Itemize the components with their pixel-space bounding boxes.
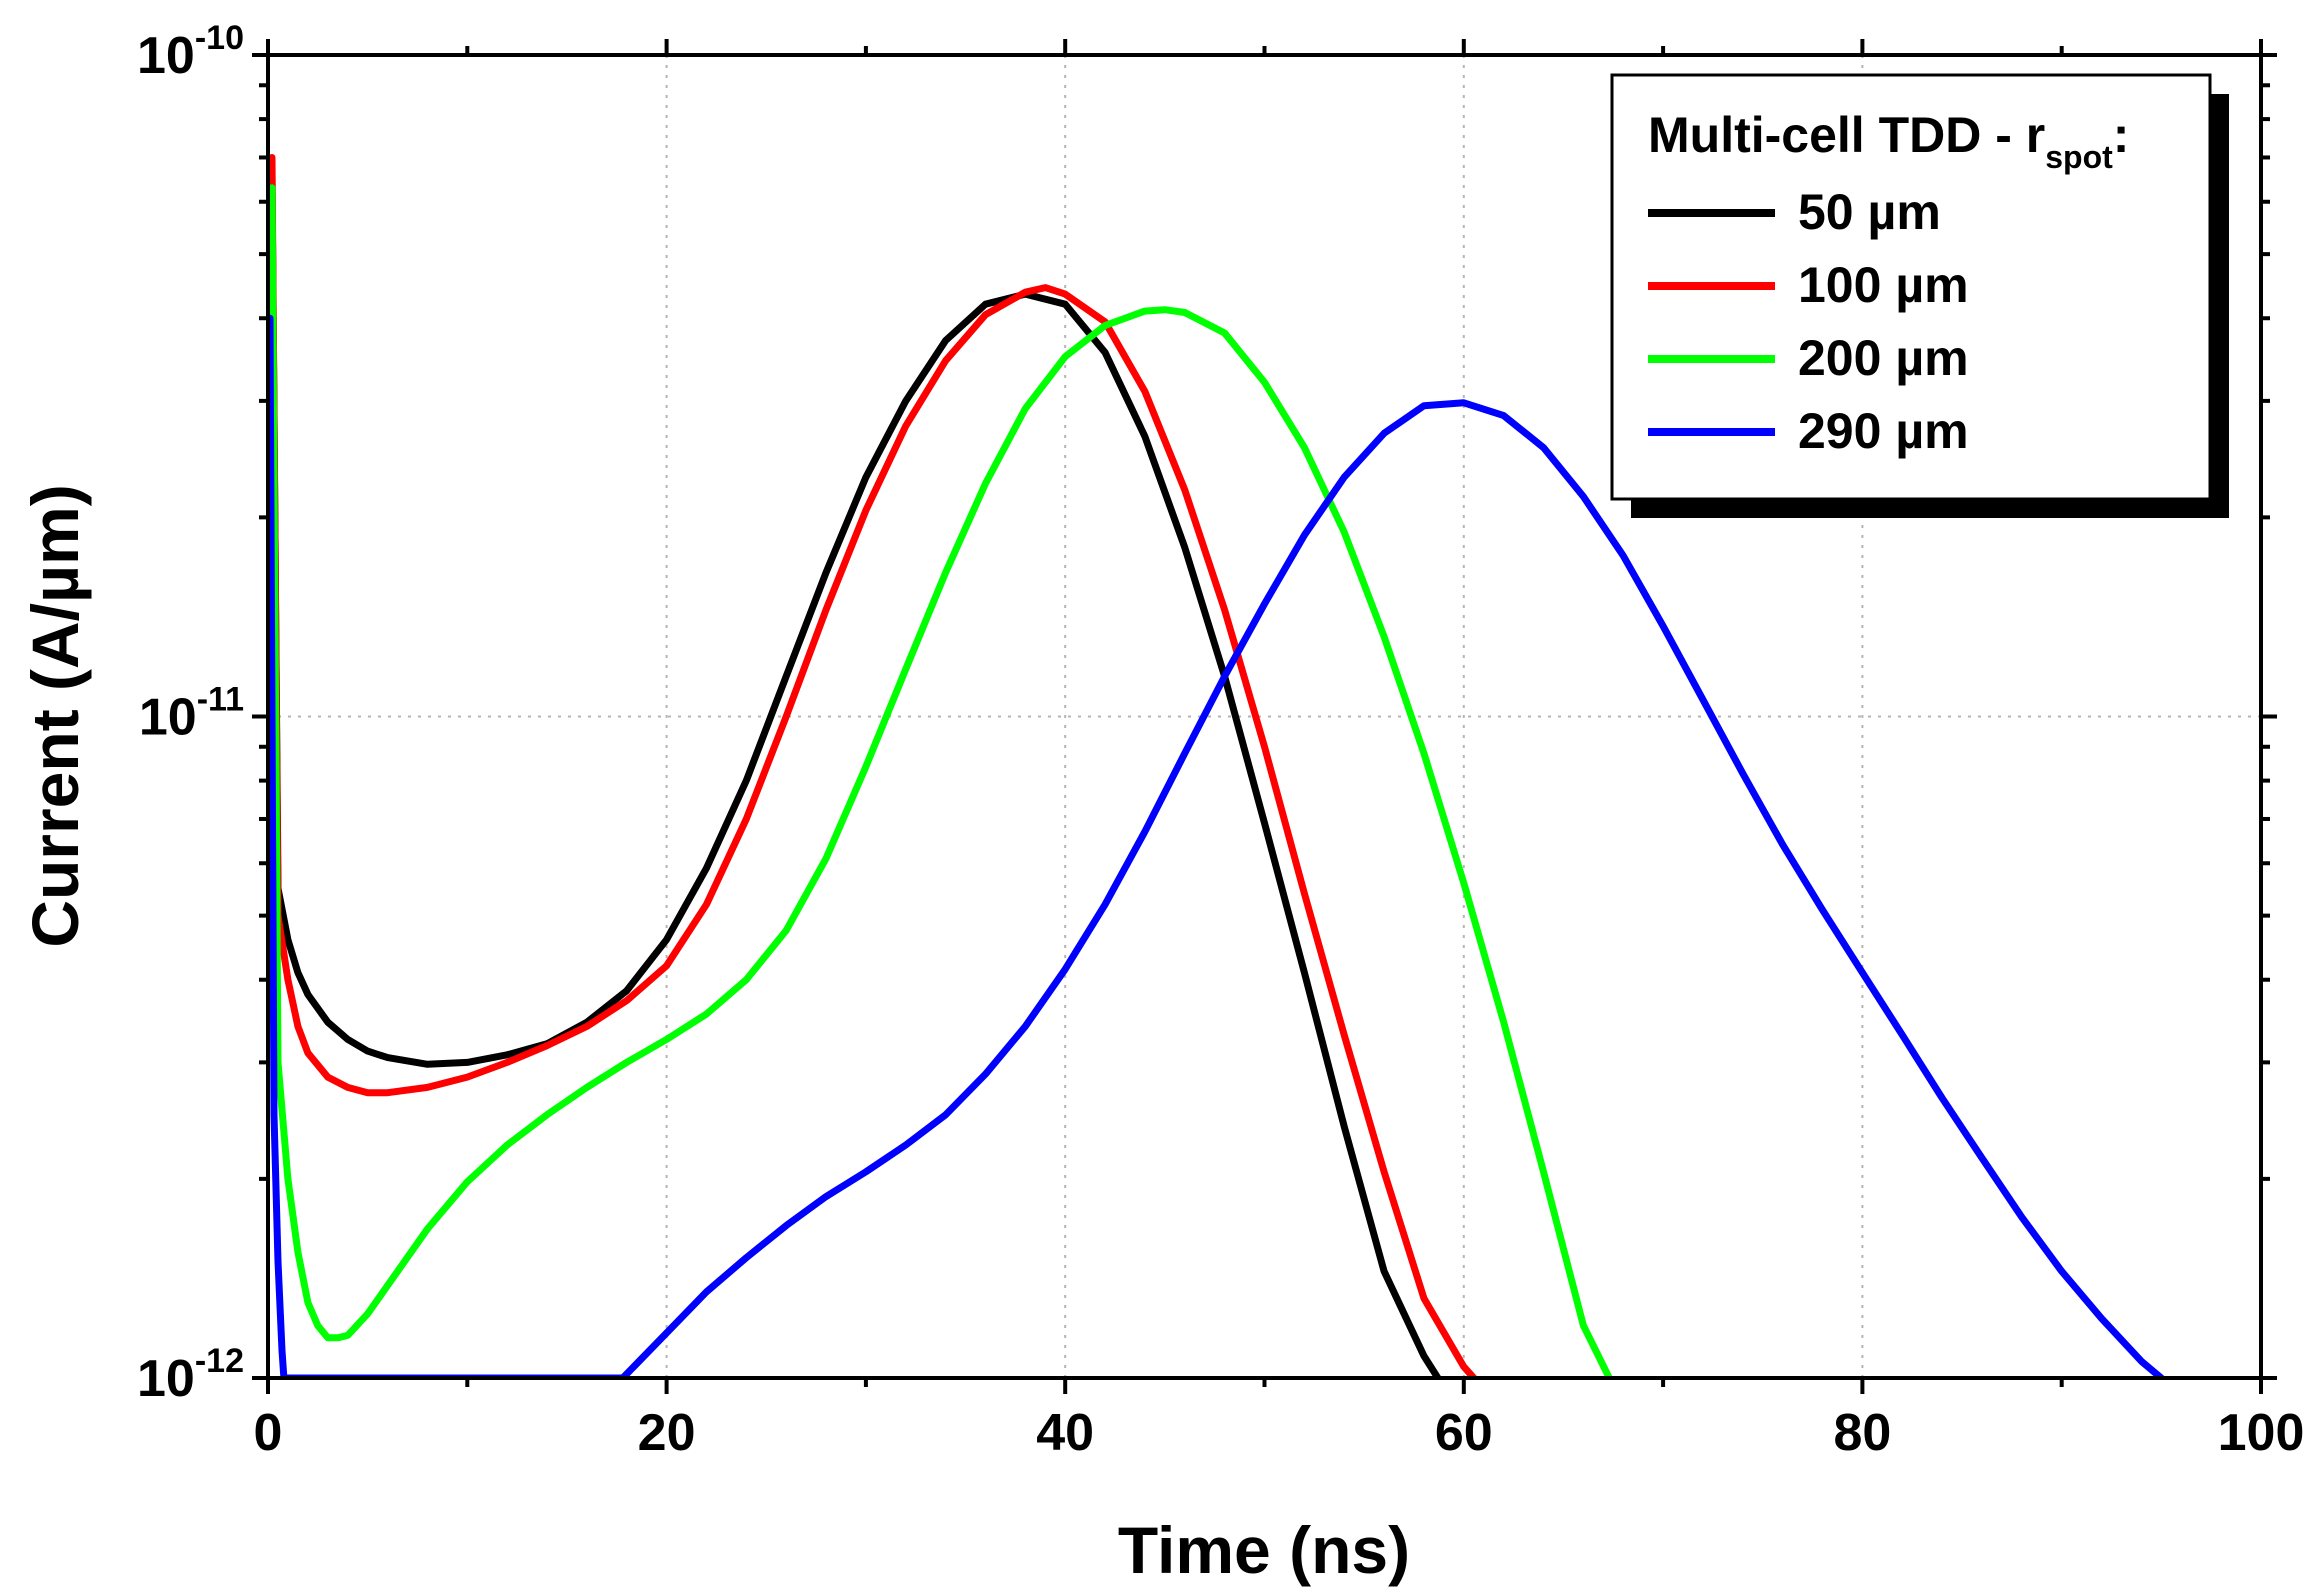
legend-entries: 50 µm 100 µm 200 µm 290 µm [1648, 184, 1969, 459]
x-tick-label: 0 [254, 1404, 283, 1462]
x-tick-label: 40 [1036, 1404, 1094, 1462]
legend-label-0: 50 µm [1798, 184, 1941, 240]
series-line-2 [268, 184, 1613, 1378]
y-tick-label-base: 10 [137, 27, 195, 85]
y-tick-label-base: 10 [139, 689, 197, 747]
legend-title: Multi-cell TDD - rspot: [1648, 107, 2129, 175]
legend-label-2: 200 µm [1798, 330, 1969, 386]
x-tick-label: 20 [638, 1404, 696, 1462]
ticks [252, 39, 2277, 1394]
x-tick-label: 80 [1833, 1404, 1891, 1462]
legend-label-3: 290 µm [1798, 403, 1969, 459]
y-tick-label-exponent: -10 [195, 19, 244, 57]
legend-title-main: Multi-cell TDD - r [1648, 107, 2045, 163]
legend: Multi-cell TDD - rspot: 50 µm 100 µm 200 µ… [1610, 73, 2229, 518]
x-tick-label: 100 [2218, 1404, 2305, 1462]
y-tick-label: 10-10 [137, 19, 244, 85]
series-layer [268, 154, 2165, 1378]
x-axis-title: Time (ns) [1118, 1513, 1410, 1587]
y-axis-title: Current (A/µm) [18, 484, 92, 947]
legend-title-subscript: spot [2045, 139, 2113, 175]
y-tick-label-exponent: -12 [195, 1342, 244, 1380]
series-line-1 [268, 154, 1478, 1378]
series-line-0 [268, 175, 1442, 1378]
legend-label-1: 100 µm [1798, 257, 1969, 313]
series-line-3 [268, 314, 2165, 1378]
y-tick-label-base: 10 [137, 1350, 195, 1408]
y-tick-label: 10-11 [139, 681, 244, 747]
legend-title-suffix: : [2113, 107, 2130, 163]
y-tick-label: 10-12 [137, 1342, 244, 1408]
y-tick-label-exponent: -11 [197, 681, 244, 719]
x-tick-label: 60 [1435, 1404, 1493, 1462]
